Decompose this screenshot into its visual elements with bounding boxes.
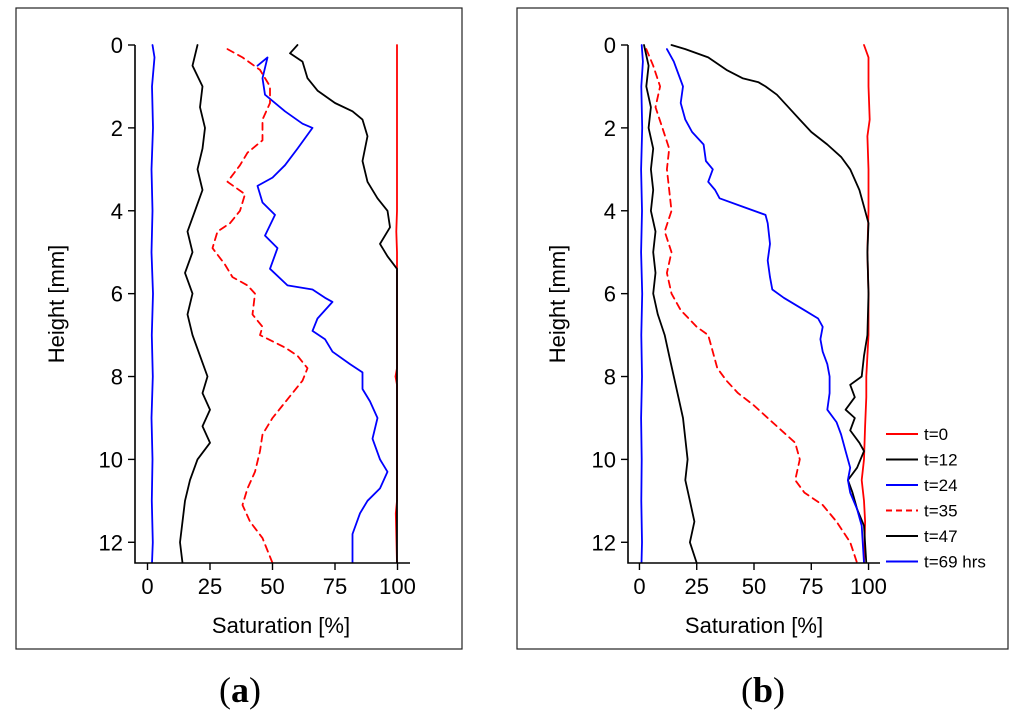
series-line-a-3 xyxy=(211,48,309,563)
y-tick-label-a: 8 xyxy=(111,365,123,390)
x-tick-label-a: 100 xyxy=(379,574,416,599)
plot-b-area: 0 25 50 75 100 0 2 4 6 8 10 12 Saturation [%] Height … xyxy=(545,33,887,638)
plot-a-area: 0 25 50 75 100 0 2 4 6 8 10 12 Saturation [%] Height … xyxy=(44,33,416,638)
panel-b-caption: (b) xyxy=(741,670,785,710)
y-tick-label-a: 6 xyxy=(111,282,123,307)
y-tick-label-b: 8 xyxy=(604,365,616,390)
x-tick-label-a: 50 xyxy=(260,574,284,599)
legend-label: t=24 xyxy=(924,476,958,495)
y-tick-label-a: 10 xyxy=(99,447,123,472)
panel-a-caption: (a) xyxy=(219,670,261,710)
y-tick-label-a: 12 xyxy=(99,530,123,555)
y-tick-label-a: 2 xyxy=(111,116,123,141)
x-tick-label-b: 0 xyxy=(633,574,645,599)
legend-label: t=35 xyxy=(924,502,958,521)
panel-b-frame xyxy=(516,7,1009,650)
x-tick-label-b: 100 xyxy=(850,574,887,599)
panel-a: 0 25 50 75 100 0 2 4 6 8 10 12 Saturation [%] Height … xyxy=(15,7,463,710)
legend-label: t=69 hrs xyxy=(924,553,986,572)
y-axis-title-b: Height [mm] xyxy=(545,245,570,364)
series-line-b-t-69-hrs xyxy=(640,44,644,563)
y-tick-label-b: 12 xyxy=(592,530,616,555)
panel-b: 0 25 50 75 100 0 2 4 6 8 10 12 Saturation [%] Height … xyxy=(516,7,1009,710)
series-line-a-5 xyxy=(150,44,156,563)
x-axis-title-a: Saturation [%] xyxy=(212,613,350,638)
series-line-b-t-12 xyxy=(670,44,870,563)
legend-label: t=47 xyxy=(924,527,958,546)
series-line-a-2 xyxy=(256,56,389,563)
panel-b-legend: t=0 t=12 t=24 t=35 t=47 t=69 hrs xyxy=(886,425,986,572)
y-tick-label-b: 10 xyxy=(592,447,616,472)
y-tick-label-b: 2 xyxy=(604,116,616,141)
legend-label: t=0 xyxy=(924,425,948,444)
panel-a-frame xyxy=(15,7,463,650)
x-axis-title-b: Saturation [%] xyxy=(685,613,823,638)
y-tick-label-a: 4 xyxy=(111,199,123,224)
series-line-a-4 xyxy=(179,44,211,563)
x-tick-label-a: 75 xyxy=(323,574,347,599)
y-tick-label-b: 4 xyxy=(604,199,616,224)
series-line-b-t-35 xyxy=(645,48,858,563)
x-tick-label-a: 0 xyxy=(141,574,153,599)
series-line-b-t-47 xyxy=(643,44,698,563)
x-tick-label-a: 25 xyxy=(198,574,222,599)
y-tick-label-b: 0 xyxy=(604,33,616,58)
x-tick-label-b: 50 xyxy=(742,574,766,599)
legend-label: t=12 xyxy=(924,451,958,470)
x-tick-label-b: 25 xyxy=(684,574,708,599)
axes-b xyxy=(627,45,880,564)
y-tick-label-a: 0 xyxy=(111,33,123,58)
axes-a xyxy=(134,45,410,564)
y-tick-label-b: 6 xyxy=(604,282,616,307)
series-line-a-1 xyxy=(289,44,398,563)
y-axis-title-a: Height [mm] xyxy=(44,245,69,364)
x-tick-label-b: 75 xyxy=(799,574,823,599)
series-line-b-t-24 xyxy=(666,48,865,563)
